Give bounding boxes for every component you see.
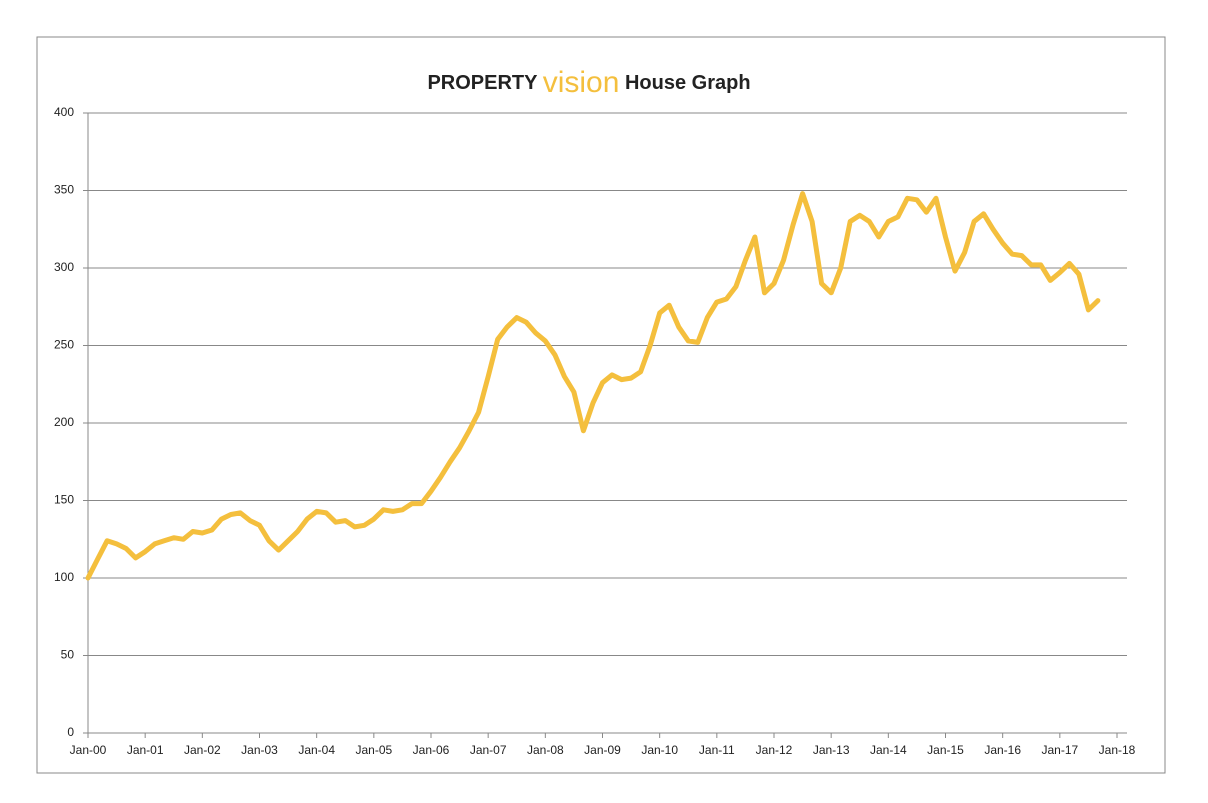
y-tick-label: 250 [54, 338, 74, 352]
y-tick-label: 150 [54, 493, 74, 507]
x-tick-label: Jan-16 [984, 743, 1021, 757]
x-tick-label: Jan-00 [70, 743, 107, 757]
chart-title: PROPERTY vision House Graph [427, 66, 750, 99]
x-tick-label: Jan-17 [1041, 743, 1078, 757]
title-prefix: PROPERTY [427, 72, 538, 94]
x-tick-label: Jan-07 [470, 743, 507, 757]
x-tick-label: Jan-09 [584, 743, 621, 757]
x-tick-label: Jan-18 [1099, 743, 1136, 757]
x-tick-label: Jan-14 [870, 743, 907, 757]
x-tick-label: Jan-11 [699, 743, 735, 757]
x-tick-label: Jan-03 [241, 743, 278, 757]
y-tick-label: 0 [67, 725, 74, 739]
x-tick-label: Jan-12 [756, 743, 793, 757]
y-tick-label: 300 [54, 260, 74, 274]
x-tick-label: Jan-06 [413, 743, 450, 757]
x-tick-label: Jan-15 [927, 743, 964, 757]
title-suffix: House Graph [625, 72, 751, 94]
x-tick-label: Jan-10 [641, 743, 678, 757]
x-tick-label: Jan-08 [527, 743, 564, 757]
y-tick-label: 400 [54, 105, 74, 119]
y-tick-label: 50 [61, 648, 75, 662]
title-highlight: vision [543, 66, 620, 99]
x-tick-label: Jan-01 [127, 743, 164, 757]
x-tick-label: Jan-04 [298, 743, 335, 757]
x-tick-label: Jan-13 [813, 743, 850, 757]
data-line [85, 191, 1101, 581]
x-tick-label: Jan-05 [355, 743, 392, 757]
y-tick-label: 350 [54, 183, 74, 197]
x-tick-label: Jan-02 [184, 743, 221, 757]
y-tick-label: 200 [54, 415, 74, 429]
y-tick-label: 100 [54, 570, 74, 584]
chart-frame [36, 36, 1166, 774]
